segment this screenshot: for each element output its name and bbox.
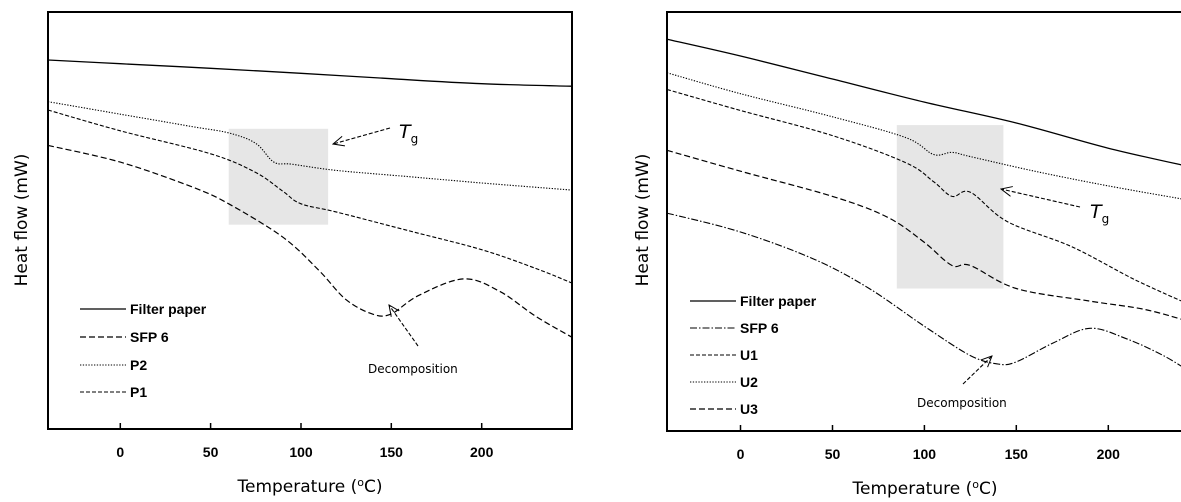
x-tick-label: 0 bbox=[116, 444, 124, 460]
x-tick-label: 200 bbox=[1097, 446, 1121, 462]
series-line-u1 bbox=[666, 88, 1181, 302]
plot-area bbox=[47, 11, 573, 430]
decomposition-label: Decomposition bbox=[368, 362, 458, 376]
x-tick-label: 0 bbox=[737, 446, 745, 462]
x-axis-label: Temperature (oC) bbox=[852, 478, 998, 500]
legend-label-u3: U3 bbox=[740, 401, 758, 417]
x-tick-label: 100 bbox=[289, 444, 313, 460]
tg-shaded-region bbox=[228, 128, 329, 225]
tg-annotation: Tg bbox=[333, 121, 418, 146]
decomposition-annotation: Decomposition bbox=[368, 305, 458, 376]
legend-label-u2: U2 bbox=[740, 374, 758, 390]
series-line-sfp-6 bbox=[47, 144, 573, 338]
decomposition-arrow bbox=[389, 305, 419, 347]
series-line-filter-paper bbox=[666, 38, 1181, 166]
tg-label: Tg bbox=[399, 121, 418, 146]
plot-area bbox=[666, 11, 1181, 432]
plot-frame bbox=[666, 11, 1181, 432]
y-axis-label: Heat flow (mW) bbox=[633, 154, 653, 287]
legend: Filter paper SFP 6 U1 U2 U3 bbox=[690, 293, 817, 417]
decomposition-arrow bbox=[962, 356, 992, 385]
series-group bbox=[47, 59, 573, 338]
x-axis-label: Temperature (oC) bbox=[237, 476, 383, 498]
series-group bbox=[666, 38, 1181, 367]
series-line-p1 bbox=[47, 109, 573, 284]
legend: Filter paper SFP 6 P2 P1 bbox=[80, 301, 207, 400]
legend-label-filter-paper: Filter paper bbox=[740, 293, 817, 309]
series-line-sfp-6 bbox=[666, 212, 1181, 367]
decomposition-label: Decomposition bbox=[917, 396, 1007, 410]
decomposition-annotation: Decomposition bbox=[917, 356, 1007, 410]
x-tick-label: 150 bbox=[1005, 446, 1029, 462]
x-tick-label: 150 bbox=[380, 444, 404, 460]
x-tick-label: 200 bbox=[470, 444, 494, 460]
legend-label-u1: U1 bbox=[740, 347, 758, 363]
y-axis-label: Heat flow (mW) bbox=[12, 154, 32, 287]
tg-arrow bbox=[1001, 189, 1081, 208]
legend-label-sfp6: SFP 6 bbox=[130, 329, 169, 345]
x-tick-label: 100 bbox=[913, 446, 937, 462]
series-line-u3 bbox=[666, 149, 1181, 320]
legend-label-filter-paper: Filter paper bbox=[130, 301, 207, 317]
x-axis: 0 50 100 150 200 bbox=[116, 423, 494, 460]
series-line-p2 bbox=[47, 101, 573, 191]
tg-arrow bbox=[333, 127, 391, 144]
x-tick-label: 50 bbox=[203, 444, 219, 460]
legend-label-sfp6: SFP 6 bbox=[740, 320, 779, 336]
legend-label-p2: P2 bbox=[130, 357, 147, 373]
plot-frame bbox=[47, 11, 573, 430]
chart-panel-right: 0 50 100 150 200 Heat flow (mW) Temperature … bbox=[633, 11, 1181, 500]
series-line-filter-paper bbox=[47, 59, 573, 87]
x-tick-label: 50 bbox=[825, 446, 841, 462]
tg-annotation: Tg bbox=[1001, 189, 1109, 226]
tg-label: Tg bbox=[1090, 201, 1109, 226]
legend-label-p1: P1 bbox=[130, 384, 147, 400]
x-axis: 0 50 100 150 200 bbox=[737, 425, 1121, 462]
chart-panel-left: 0 50 100 150 200 Heat flow (mW) Temperature … bbox=[12, 11, 573, 498]
